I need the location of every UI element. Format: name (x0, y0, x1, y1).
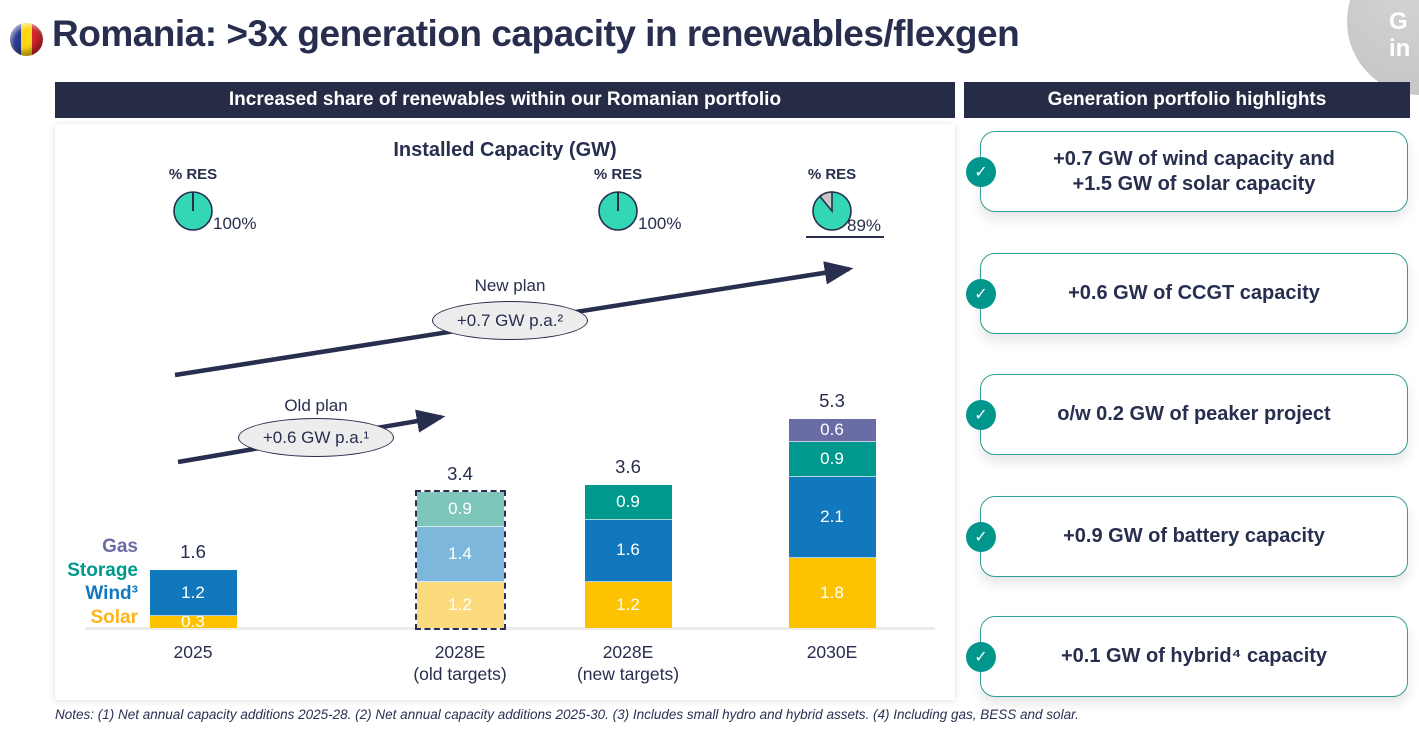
highlight-ccgt: +0.6 GW of CCGT capacity (980, 253, 1408, 334)
segment-value: 0.9 (820, 449, 844, 469)
x-axis-baseline (85, 627, 935, 630)
segment-value: 1.4 (448, 543, 472, 563)
pie-label-connector (806, 236, 884, 238)
right-section-header: Generation portfolio highlights (964, 82, 1410, 118)
bar-total: 3.6 (615, 456, 641, 477)
segment-value: 1.2 (448, 594, 472, 614)
left-section-header: Increased share of renewables within our… (55, 82, 955, 118)
check-icon: ✓ (966, 522, 996, 552)
segment-wind: 1.6 (584, 519, 672, 582)
segment-wind: 2.1 (788, 477, 876, 559)
segment-value: 0.3 (181, 612, 205, 632)
legend-solar: Solar (90, 606, 138, 628)
res-pie-chart (812, 191, 852, 231)
segment-value: 0.9 (616, 491, 640, 511)
segment-value: 0.6 (820, 420, 844, 440)
bar-2025: 0.3 1.2 (149, 570, 237, 632)
check-icon: ✓ (966, 279, 996, 309)
segment-value: 1.2 (616, 594, 640, 614)
segment-solar: 0.3 (149, 612, 237, 632)
new-plan-label: New plan (474, 276, 546, 295)
segment-solar: 1.2 (416, 581, 504, 628)
segment-storage: 0.9 (788, 442, 876, 478)
bar-2028e: 1.2 1.4 0.9 (414, 490, 506, 630)
legend-wind: Wind³ (85, 583, 138, 604)
corner-badge-line1: G (1389, 8, 1408, 35)
corner-badge: G in (1347, 0, 1419, 95)
romania-flag-icon (10, 23, 43, 56)
highlight-peaker: o/w 0.2 GW of peaker project (980, 374, 1408, 455)
old-plan-rate: +0.6 GW p.a.¹ (238, 418, 394, 457)
res-pie-title: % RES (168, 166, 218, 183)
old-plan-label: Old plan (284, 396, 348, 415)
footnotes: Notes: (1) Net annual capacity additions… (55, 707, 1079, 722)
segment-value: 0.9 (448, 499, 472, 519)
highlight-wind-solar: +0.7 GW of wind capacity and +1.5 GW of … (980, 131, 1408, 212)
legend-storage: Storage (67, 559, 138, 581)
x-axis-label: 2028E (new targets) (576, 642, 680, 684)
segment-solar: 1.2 (584, 581, 672, 628)
legend-gas: Gas (102, 536, 138, 557)
segment-gas: 0.6 (788, 419, 876, 443)
segment-value: 1.6 (616, 540, 640, 560)
res-pie-value: 100% (213, 214, 257, 233)
bar-total: 5.3 (819, 390, 845, 411)
corner-badge-text: G in (1389, 8, 1410, 62)
bar-total: 1.6 (180, 541, 206, 562)
segment-solar: 1.8 (788, 558, 876, 628)
segment-storage: 0.9 (584, 485, 672, 520)
chart-title: Installed Capacity (GW) (393, 139, 617, 161)
segment-value: 1.8 (820, 583, 844, 603)
res-pie-title: % RES (807, 166, 857, 183)
corner-badge-line2: in (1389, 35, 1411, 62)
page-title: Romania: >3x generation capacity in rene… (52, 13, 1020, 54)
highlight-battery: +0.9 GW of battery capacity (980, 496, 1408, 577)
chart-legend: Gas Storage Wind³ Solar (40, 535, 138, 629)
res-pie-title: % RES (593, 166, 643, 183)
highlight-hybrid: +0.1 GW of hybrid⁴ capacity (980, 616, 1408, 697)
x-axis-label: 2030E (806, 642, 858, 662)
bar-2028e: 1.2 1.6 0.9 (584, 485, 672, 628)
res-pie-value: 89% (847, 216, 882, 235)
new-plan-rate: +0.7 GW p.a.² (432, 301, 588, 340)
check-icon: ✓ (966, 642, 996, 672)
bar-2030e: 1.8 2.1 0.9 0.6 (788, 419, 876, 628)
bar-total: 3.4 (447, 463, 473, 484)
segment-wind: 1.4 (416, 527, 504, 582)
segment-value: 1.2 (181, 582, 205, 602)
res-pie-chart (598, 191, 638, 231)
res-pie-value: 100% (638, 214, 682, 233)
check-icon: ✓ (966, 157, 996, 187)
x-axis-label: 2028E (old targets) (413, 642, 507, 684)
segment-value: 2.1 (820, 507, 844, 527)
res-pie-chart (173, 191, 213, 231)
x-axis-label: 2025 (173, 642, 213, 662)
segment-storage: 0.9 (416, 492, 504, 528)
segment-wind: 1.2 (149, 570, 237, 617)
check-icon: ✓ (966, 400, 996, 430)
